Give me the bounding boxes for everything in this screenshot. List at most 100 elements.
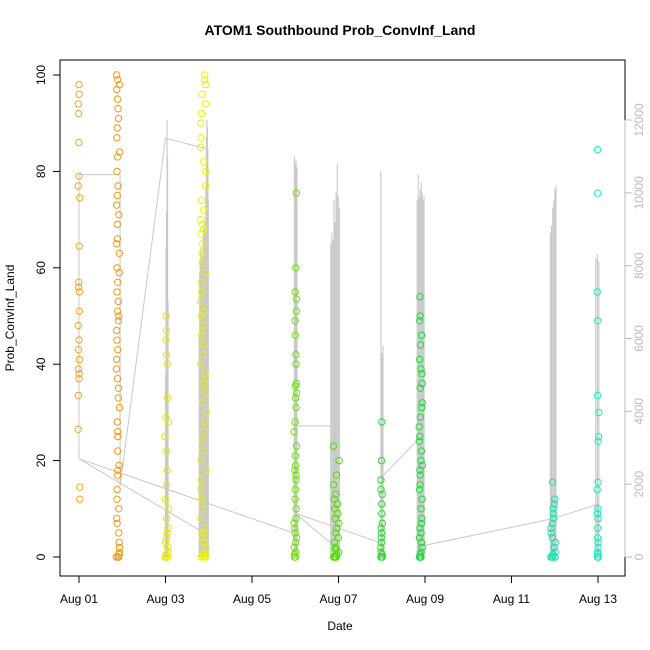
data-point-1-11	[113, 167, 121, 176]
data-point-4-17	[291, 452, 300, 460]
x-tick-label-4: Aug 09	[406, 592, 444, 606]
data-point-1-0	[112, 71, 121, 79]
data-point-4-14	[291, 418, 299, 426]
data-point-3-23	[197, 288, 206, 296]
data-point-6-7	[378, 519, 387, 527]
y-axis-label: Prob_ConvInf_Land	[3, 265, 17, 372]
data-point-1-27	[114, 317, 123, 325]
data-point-1-25	[113, 307, 122, 315]
data-point-4-22	[291, 485, 299, 494]
data-point-7-11	[418, 403, 426, 412]
data-point-0-19	[75, 375, 83, 383]
data-point-3-37	[201, 418, 209, 426]
data-point-4-7	[292, 350, 300, 359]
y2-tick-label-5: 10000	[632, 176, 646, 210]
data-point-7-0	[416, 293, 424, 301]
data-point-9-13	[594, 524, 602, 532]
data-point-7-8	[418, 379, 426, 388]
data-point-2-5	[163, 394, 172, 402]
data-point-7-31	[418, 543, 426, 552]
data-point-7-17	[417, 456, 425, 465]
data-point-8-6	[548, 519, 557, 527]
data-point-4-2	[291, 288, 299, 296]
data-point-2-16	[163, 529, 171, 537]
chart-title: ATOM1 Southbound Prob_ConvInf_Land	[205, 22, 476, 38]
data-point-3-27	[199, 321, 207, 330]
data-point-0-21	[74, 425, 82, 433]
data-point-7-20	[416, 471, 424, 479]
data-point-4-20	[292, 471, 300, 479]
data-point-7-29	[415, 534, 424, 542]
data-point-1-9	[115, 148, 124, 156]
data-point-1-47	[113, 514, 121, 523]
data-point-1-45	[113, 495, 121, 503]
data-point-0-18	[75, 370, 83, 378]
x-tick-label-1: Aug 03	[146, 592, 184, 606]
data-point-0-11	[75, 288, 84, 296]
data-point-5-2	[332, 471, 341, 479]
data-point-4-1	[292, 264, 300, 272]
data-point-3-39	[198, 437, 206, 445]
data-point-1-20	[113, 264, 121, 272]
data-point-3-43	[197, 476, 205, 484]
data-point-0-7	[76, 194, 84, 202]
data-point-3-9	[200, 158, 208, 166]
data-point-3-40	[199, 447, 207, 455]
data-point-1-13	[113, 191, 122, 200]
data-point-8-17	[551, 553, 559, 561]
data-point-0-16	[75, 355, 84, 364]
data-point-3-52	[202, 543, 210, 552]
data-point-6-5	[378, 500, 386, 508]
data-point-3-46	[198, 505, 207, 513]
data-point-4-18	[291, 461, 300, 470]
data-point-1-16	[113, 220, 122, 229]
data-point-4-10	[291, 382, 300, 390]
data-point-3-24	[196, 297, 205, 306]
data-point-7-1	[416, 312, 424, 320]
data-point-0-15	[74, 346, 83, 354]
data-point-7-30	[417, 538, 426, 547]
x-tick-label-5: Aug 11	[493, 592, 530, 606]
data-point-0-13	[74, 321, 83, 330]
data-point-3-20	[198, 259, 207, 267]
data-point-7-4	[416, 341, 425, 349]
data-point-9-14	[593, 534, 602, 542]
data-point-3-3	[198, 90, 206, 99]
data-point-3-49	[199, 529, 207, 537]
data-point-6-2	[377, 476, 385, 484]
data-point-7-3	[417, 331, 426, 339]
data-point-7-25	[418, 514, 426, 523]
y2-tick-label-4: 8000	[632, 252, 646, 279]
data-point-4-28	[291, 529, 299, 537]
data-point-1-49	[115, 529, 123, 537]
data-point-2-24	[163, 553, 172, 561]
data-point-0-4	[75, 138, 83, 147]
data-point-1-39	[114, 432, 122, 441]
data-point-2-8	[161, 432, 169, 441]
data-point-3-31	[196, 360, 205, 368]
data-point-6-12	[377, 543, 385, 552]
y-tick-label-4: 80	[34, 164, 48, 178]
data-point-0-23	[76, 495, 84, 503]
data-point-7-19	[416, 466, 424, 474]
data-point-7-15	[415, 437, 424, 445]
data-point-0-3	[74, 109, 83, 118]
data-point-7-6	[417, 365, 425, 373]
data-point-8-3	[549, 505, 557, 513]
data-point-1-19	[115, 249, 124, 258]
data-point-3-26	[197, 312, 205, 320]
data-point-3-50	[199, 534, 207, 542]
data-point-8-5	[549, 514, 558, 523]
data-point-3-2	[202, 80, 210, 89]
data-point-7-2	[416, 317, 424, 325]
data-point-2-1	[162, 326, 171, 335]
data-point-8-7	[547, 524, 555, 532]
data-point-5-10	[335, 519, 343, 527]
data-point-2-12	[161, 495, 170, 503]
data-point-1-4	[113, 95, 122, 103]
data-point-4-19	[291, 466, 299, 474]
y2-tick-label-6: 12000	[632, 103, 646, 137]
data-point-4-4	[292, 307, 300, 315]
data-point-1-10	[114, 153, 122, 161]
data-point-1-44	[113, 485, 121, 494]
